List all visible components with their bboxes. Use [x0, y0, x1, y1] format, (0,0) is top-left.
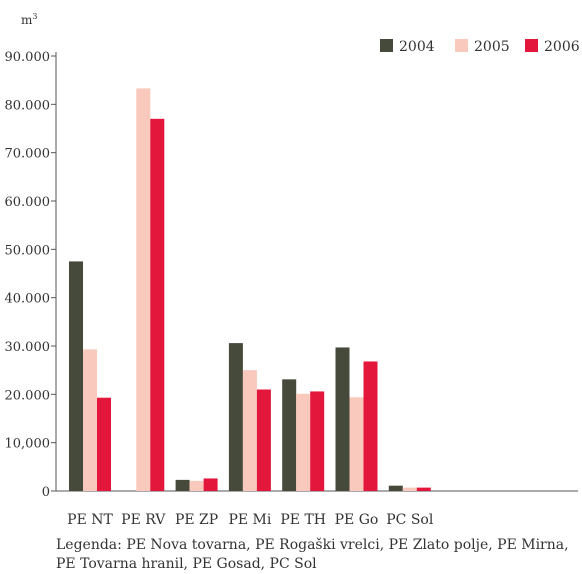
y-tick-label-9: 90.000 — [5, 50, 51, 65]
caption-line-2: PE Tovarna hranil, PE Gosad, PC Sol — [56, 556, 317, 572]
bar-2004-pe-nt — [69, 261, 83, 491]
bar-2006-pc-sol — [416, 487, 431, 491]
bar-2006-pe-th — [310, 391, 325, 491]
y-tick-label-1: 10,000 — [5, 437, 51, 452]
y-tick-label-2: 20.000 — [5, 388, 51, 403]
chart-caption: Legenda: PE Nova tovarna, PE Rogaški vre… — [56, 536, 576, 574]
bar-2005-pe-rv — [136, 88, 151, 491]
legend-swatch-2005 — [455, 39, 468, 52]
x-tick-label-pe-mi: PE Mi — [228, 512, 271, 528]
y-tick-label-0: 0 — [42, 485, 50, 500]
x-tick-label-pe-rv: PE RV — [121, 512, 166, 528]
y-axis-unit: m3 — [21, 12, 37, 27]
bar-2006-pe-rv — [150, 118, 165, 491]
y-tick-label-4: 40.000 — [5, 292, 51, 307]
x-tick-label-pe-th: PE TH — [280, 512, 326, 528]
bar-2006-pe-mi — [256, 389, 271, 491]
legend-label-2005: 2005 — [474, 39, 510, 55]
x-tick-label-pe-nt: PE NT — [67, 512, 113, 528]
bar-2004-pe-go — [335, 347, 350, 491]
bar-2004-pe-mi — [228, 343, 243, 491]
bar-2005-pc-sol — [402, 487, 417, 491]
bar-chart: 0 10,000 20.000 30.000 40.000 50.000 60.000 70.… — [5, 39, 580, 528]
y-axis-unit-label: m — [21, 13, 33, 27]
y-tick-label-3: 30.000 — [5, 340, 51, 355]
x-tick-label-pe-go: PE Go — [335, 512, 379, 528]
x-tick-label-pc-sol: PC Sol — [386, 512, 434, 528]
legend-swatch-2006 — [525, 39, 538, 52]
y-tick-label-5: 50.000 — [5, 243, 51, 258]
bar-2006-pe-nt — [97, 397, 111, 491]
bar-2005-pe-nt — [83, 349, 97, 491]
caption-line-1: Legenda: PE Nova tovarna, PE Rogaški vre… — [56, 537, 569, 553]
legend-label-2004: 2004 — [399, 39, 435, 55]
bar-2004-pc-sol — [388, 485, 403, 491]
bar-2005-pe-th — [296, 393, 311, 491]
bar-2004-pe-zp — [175, 479, 190, 491]
bar-2005-pe-zp — [189, 480, 204, 491]
legend-label-2006: 2006 — [544, 39, 580, 55]
y-tick-label-7: 70.000 — [5, 147, 51, 162]
bar-2006-pe-go — [363, 361, 378, 491]
y-tick-label-6: 60.000 — [5, 195, 51, 210]
y-axis-unit-superscript: 3 — [32, 12, 38, 21]
bar-2005-pe-mi — [242, 370, 257, 491]
bar-2005-pe-go — [349, 397, 364, 491]
y-tick-label-8: 80.000 — [5, 98, 51, 113]
bar-2004-pe-th — [282, 379, 297, 491]
bar-2006-pe-zp — [203, 478, 218, 491]
x-tick-label-pe-zp: PE ZP — [175, 512, 218, 528]
legend-swatch-2004 — [380, 39, 393, 52]
